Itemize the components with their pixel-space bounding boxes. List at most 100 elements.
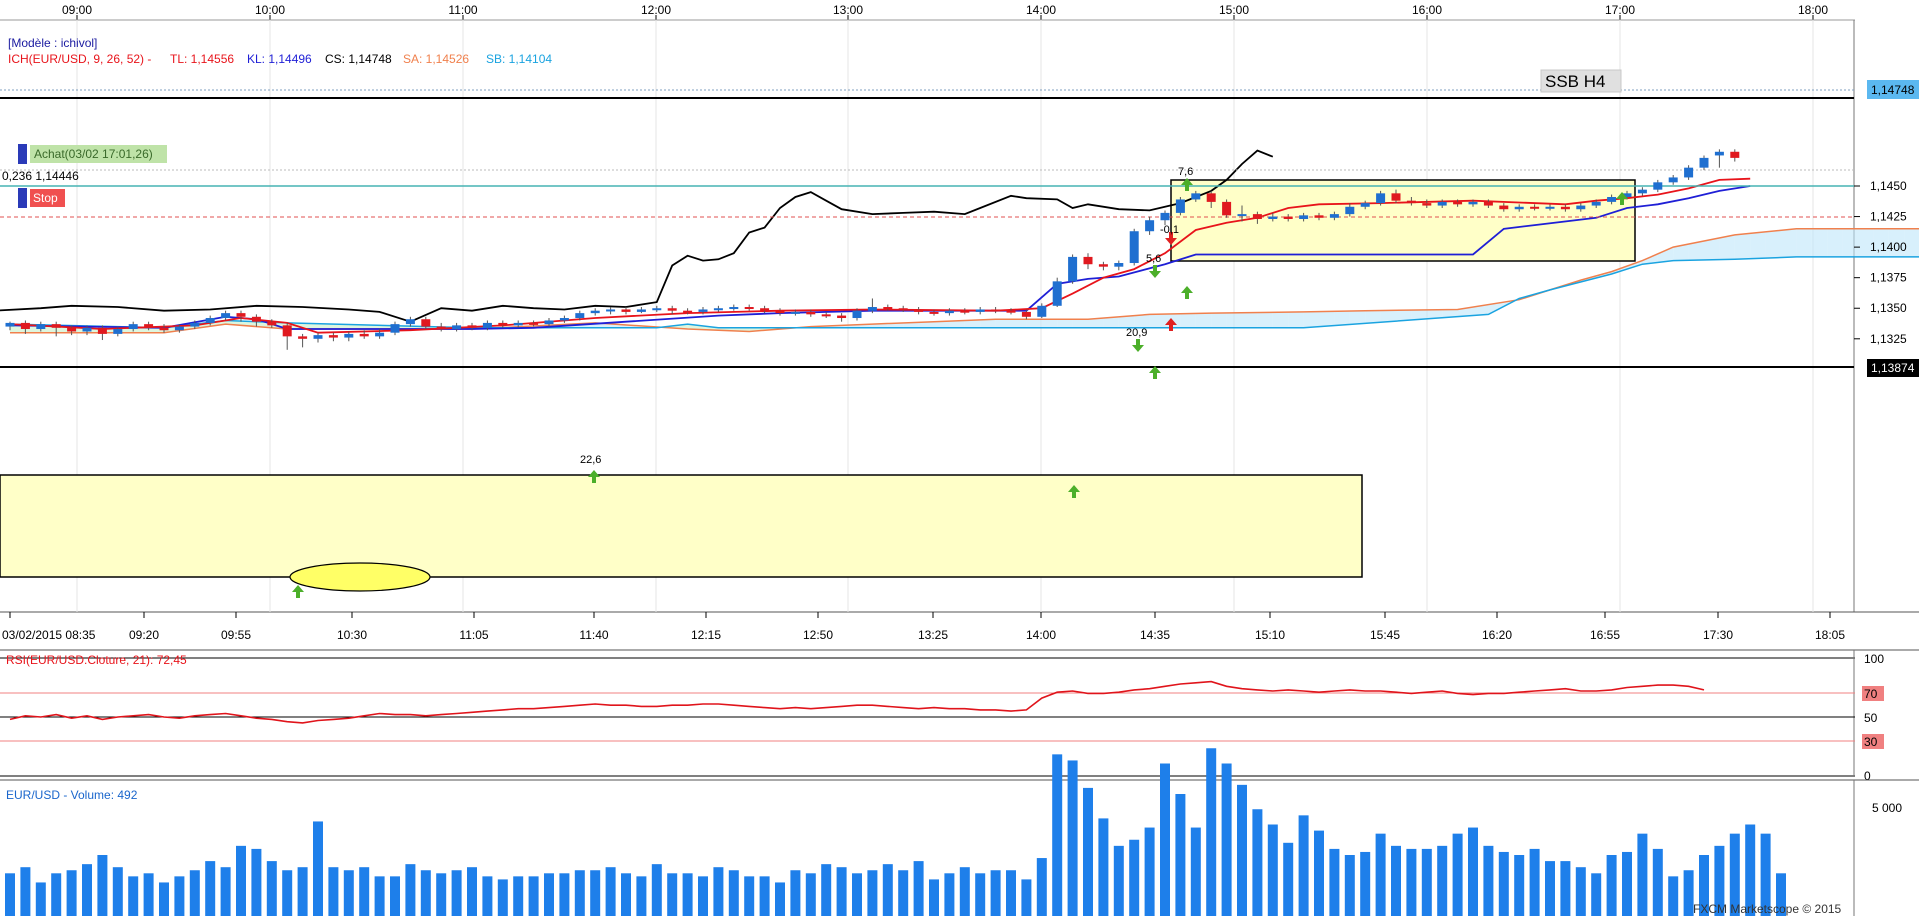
cloud-segment bbox=[1765, 230, 1781, 259]
cloud-segment bbox=[1750, 231, 1766, 259]
buy-order-label[interactable]: Achat(03/02 17:01,26) bbox=[34, 147, 153, 161]
top-time-label: 12:00 bbox=[641, 3, 671, 17]
buy-order-handle[interactable] bbox=[18, 144, 27, 164]
bull-candle bbox=[1129, 231, 1139, 264]
annotation-7-6: 7,6 bbox=[1178, 166, 1193, 178]
bear-candle bbox=[760, 308, 770, 311]
rsi-axis-label: 30 bbox=[1864, 735, 1878, 749]
cloud-segment bbox=[1858, 228, 1874, 257]
bear-candle bbox=[898, 308, 908, 311]
volume-bar bbox=[1160, 763, 1170, 916]
cloud-segment bbox=[1842, 228, 1858, 257]
bear-candle bbox=[498, 322, 508, 326]
buy-order-label-bg[interactable] bbox=[30, 145, 167, 163]
bull-candle bbox=[1068, 256, 1078, 282]
cloud-segment bbox=[980, 319, 996, 328]
rsi-title: RSI(EUR/USD.Cloture, 21): 72,45 bbox=[6, 653, 187, 667]
top-time-label: 16:00 bbox=[1412, 3, 1442, 17]
bear-candle bbox=[960, 310, 970, 313]
volume-bar bbox=[651, 864, 662, 916]
bull-candle bbox=[1268, 216, 1278, 220]
bottom-time-axis: 03/02/2015 08:35 09:20 09:55 10:30 11:05 11:4… bbox=[2, 612, 1845, 642]
kumo-cloud bbox=[10, 228, 1919, 333]
volume-axis-label: 5 000 bbox=[1872, 801, 1902, 815]
volume-bar bbox=[805, 873, 816, 916]
volume-bar bbox=[1483, 845, 1494, 916]
bear-candle bbox=[929, 311, 939, 314]
bull-candle bbox=[313, 335, 323, 339]
bull-candle bbox=[1114, 263, 1124, 267]
stop-order-label[interactable]: Stop bbox=[33, 191, 58, 205]
volume-bar bbox=[343, 870, 354, 916]
volume-bar bbox=[1437, 845, 1448, 916]
rsi-axis-label-bg bbox=[1862, 768, 1884, 783]
ssb-h4-label-bg bbox=[1540, 69, 1622, 93]
cloud-segment bbox=[1088, 318, 1104, 328]
volume-bar bbox=[1652, 848, 1663, 916]
cloud-segment bbox=[1134, 314, 1150, 328]
cloud-segment bbox=[1673, 244, 1689, 261]
bottom-time-label: 09:20 bbox=[129, 628, 159, 642]
volume-bar bbox=[1052, 754, 1063, 916]
bear-candle bbox=[1560, 206, 1570, 210]
cloud-segment bbox=[1904, 228, 1919, 257]
volume-bar bbox=[328, 867, 339, 916]
cloud-segment bbox=[302, 323, 318, 330]
bear-candle bbox=[20, 322, 30, 330]
bull-candle bbox=[1191, 193, 1201, 200]
volume-bar bbox=[1283, 842, 1294, 916]
rsi-axis-label: 0 bbox=[1864, 769, 1871, 783]
bear-candle bbox=[144, 324, 154, 328]
bear-candle bbox=[51, 324, 61, 328]
bull-candle bbox=[5, 322, 15, 327]
rsi-axis-label-bg bbox=[1862, 710, 1884, 725]
volume-bar bbox=[1314, 830, 1324, 916]
bull-candle bbox=[36, 324, 46, 330]
bull-candle bbox=[1514, 206, 1524, 210]
bull-candle bbox=[1345, 206, 1355, 215]
cloud-segment bbox=[687, 324, 703, 330]
volume-bar bbox=[1021, 879, 1032, 916]
level-tag-bg bbox=[1867, 359, 1919, 377]
volume-bar bbox=[836, 867, 847, 916]
cloud-segment bbox=[949, 320, 965, 328]
consolidation-box-left bbox=[0, 474, 1363, 578]
bear-candle bbox=[1222, 201, 1232, 216]
volume-bar bbox=[1144, 827, 1155, 916]
bear-candle bbox=[159, 327, 169, 331]
candlesticks bbox=[5, 149, 1740, 350]
bull-candle bbox=[1299, 215, 1309, 220]
bear-candle bbox=[251, 316, 261, 322]
volume-bar bbox=[35, 882, 46, 916]
volume-bar bbox=[1098, 818, 1109, 916]
cloud-segment bbox=[1303, 311, 1319, 328]
price-label: 1,1375 bbox=[1870, 271, 1907, 285]
stop-order-handle[interactable] bbox=[18, 188, 27, 208]
volume-bar bbox=[20, 867, 31, 916]
bear-candle bbox=[883, 307, 893, 310]
bull-candle bbox=[190, 322, 200, 327]
volume-bar bbox=[990, 870, 1001, 916]
volume-bar bbox=[913, 861, 924, 916]
volume-bar bbox=[420, 870, 431, 916]
ssb-h4-label: SSB H4 bbox=[1545, 72, 1605, 91]
buy-arrow-icon bbox=[588, 470, 600, 483]
volume-bar bbox=[1375, 833, 1386, 916]
top-time-label: 15:00 bbox=[1219, 3, 1249, 17]
bull-candle bbox=[205, 318, 215, 323]
bear-candle bbox=[97, 327, 107, 334]
bear-candle bbox=[529, 322, 539, 325]
cs-value: CS: 1,14748 bbox=[325, 52, 392, 66]
stop-order-label-bg[interactable] bbox=[30, 189, 65, 207]
volume-bar bbox=[944, 873, 955, 916]
cloud-segment bbox=[1396, 310, 1412, 322]
cloud-segment bbox=[1226, 312, 1242, 328]
bull-candle bbox=[221, 313, 231, 319]
buy-arrow-icon bbox=[1149, 366, 1161, 379]
copyright: FXCM Marketscope © 2015 bbox=[1693, 902, 1842, 916]
cloud-segment bbox=[1488, 302, 1504, 315]
top-time-label: 09:00 bbox=[62, 3, 92, 17]
bull-candle bbox=[1622, 193, 1632, 198]
cloud-segment bbox=[887, 322, 904, 328]
